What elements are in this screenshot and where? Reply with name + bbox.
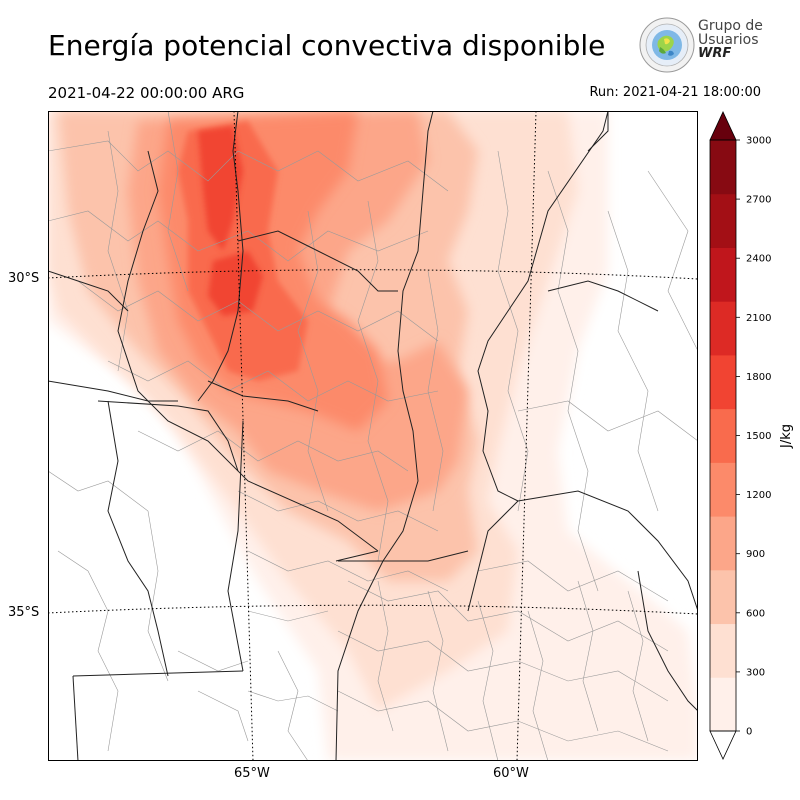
parallel-35s	[48, 604, 698, 615]
colorbar-bin	[710, 193, 736, 248]
colorbar-tick-label: 1500	[746, 431, 771, 442]
colorbar: 0 300 600 900 1200 1500 1800 2100 2400 2700 3000 J…	[709, 111, 794, 760]
colorbar-bin	[710, 247, 736, 302]
graticule	[48, 111, 698, 761]
province-boundaries	[48, 111, 698, 761]
colorbar-tick-label: 2700	[746, 195, 771, 206]
colorbar-tick-label: 900	[746, 549, 765, 560]
colorbar-over-arrow	[709, 111, 737, 141]
logo-text: Grupo de Usuarios WRF	[698, 19, 763, 61]
logo-line-2: Usuarios	[698, 32, 759, 48]
colorbar-bin	[710, 408, 736, 463]
colorbar-tick-label: 0	[746, 727, 752, 738]
lon-label-60w: 60°W	[493, 766, 529, 781]
colorbar-bin	[710, 516, 736, 571]
chart-title: Energía potencial convectiva disponible	[48, 29, 606, 62]
lon-label-65w: 65°W	[234, 766, 270, 781]
meridian-65w	[233, 111, 254, 761]
colorbar-bin	[710, 301, 736, 356]
parallel-30s	[48, 269, 698, 280]
department-boundaries	[48, 111, 698, 761]
colorbar-tick-label: 2400	[746, 254, 771, 265]
colorbar-tick-label: 2100	[746, 313, 771, 324]
colorbar-unit-label: J/kg	[779, 424, 794, 449]
colorbar-bin	[710, 677, 736, 732]
lat-label-30s: 30°S	[8, 271, 40, 286]
meridian-60w	[516, 111, 537, 761]
colorbar-bin	[710, 462, 736, 517]
wrf-globe-icon	[639, 17, 695, 73]
colorbar-tick-label: 300	[746, 667, 765, 678]
colorbar-ticks: 0 300 600 900 1200 1500 1800 2100 2400 2700 3000	[736, 136, 771, 738]
colorbar-tick-label: 1800	[746, 372, 771, 383]
colorbar-bins	[710, 140, 736, 732]
cape-1800-2100b	[208, 251, 263, 316]
colorbar-tick-label: 3000	[746, 136, 771, 147]
run-time-label: Run: 2021-04-21 18:00:00	[589, 85, 761, 100]
cape-map	[48, 111, 698, 761]
colorbar-tick-label: 1200	[746, 490, 771, 501]
colorbar-under-arrow	[709, 730, 737, 760]
map-frame	[48, 111, 698, 761]
valid-time-label: 2021-04-22 00:00:00 ARG	[48, 84, 245, 102]
lat-label-35s: 35°S	[8, 605, 40, 620]
wrf-user-group-logo: Grupo de Usuarios WRF	[638, 17, 763, 73]
colorbar-bin	[710, 354, 736, 410]
colorbar-bin	[710, 569, 736, 625]
logo-line-3: WRF	[698, 46, 732, 61]
cape-field	[48, 111, 698, 761]
colorbar-bin	[710, 623, 736, 678]
colorbar-bin	[710, 140, 736, 195]
logo-line-1: Grupo de	[698, 18, 763, 34]
colorbar-tick-label: 600	[746, 608, 765, 619]
